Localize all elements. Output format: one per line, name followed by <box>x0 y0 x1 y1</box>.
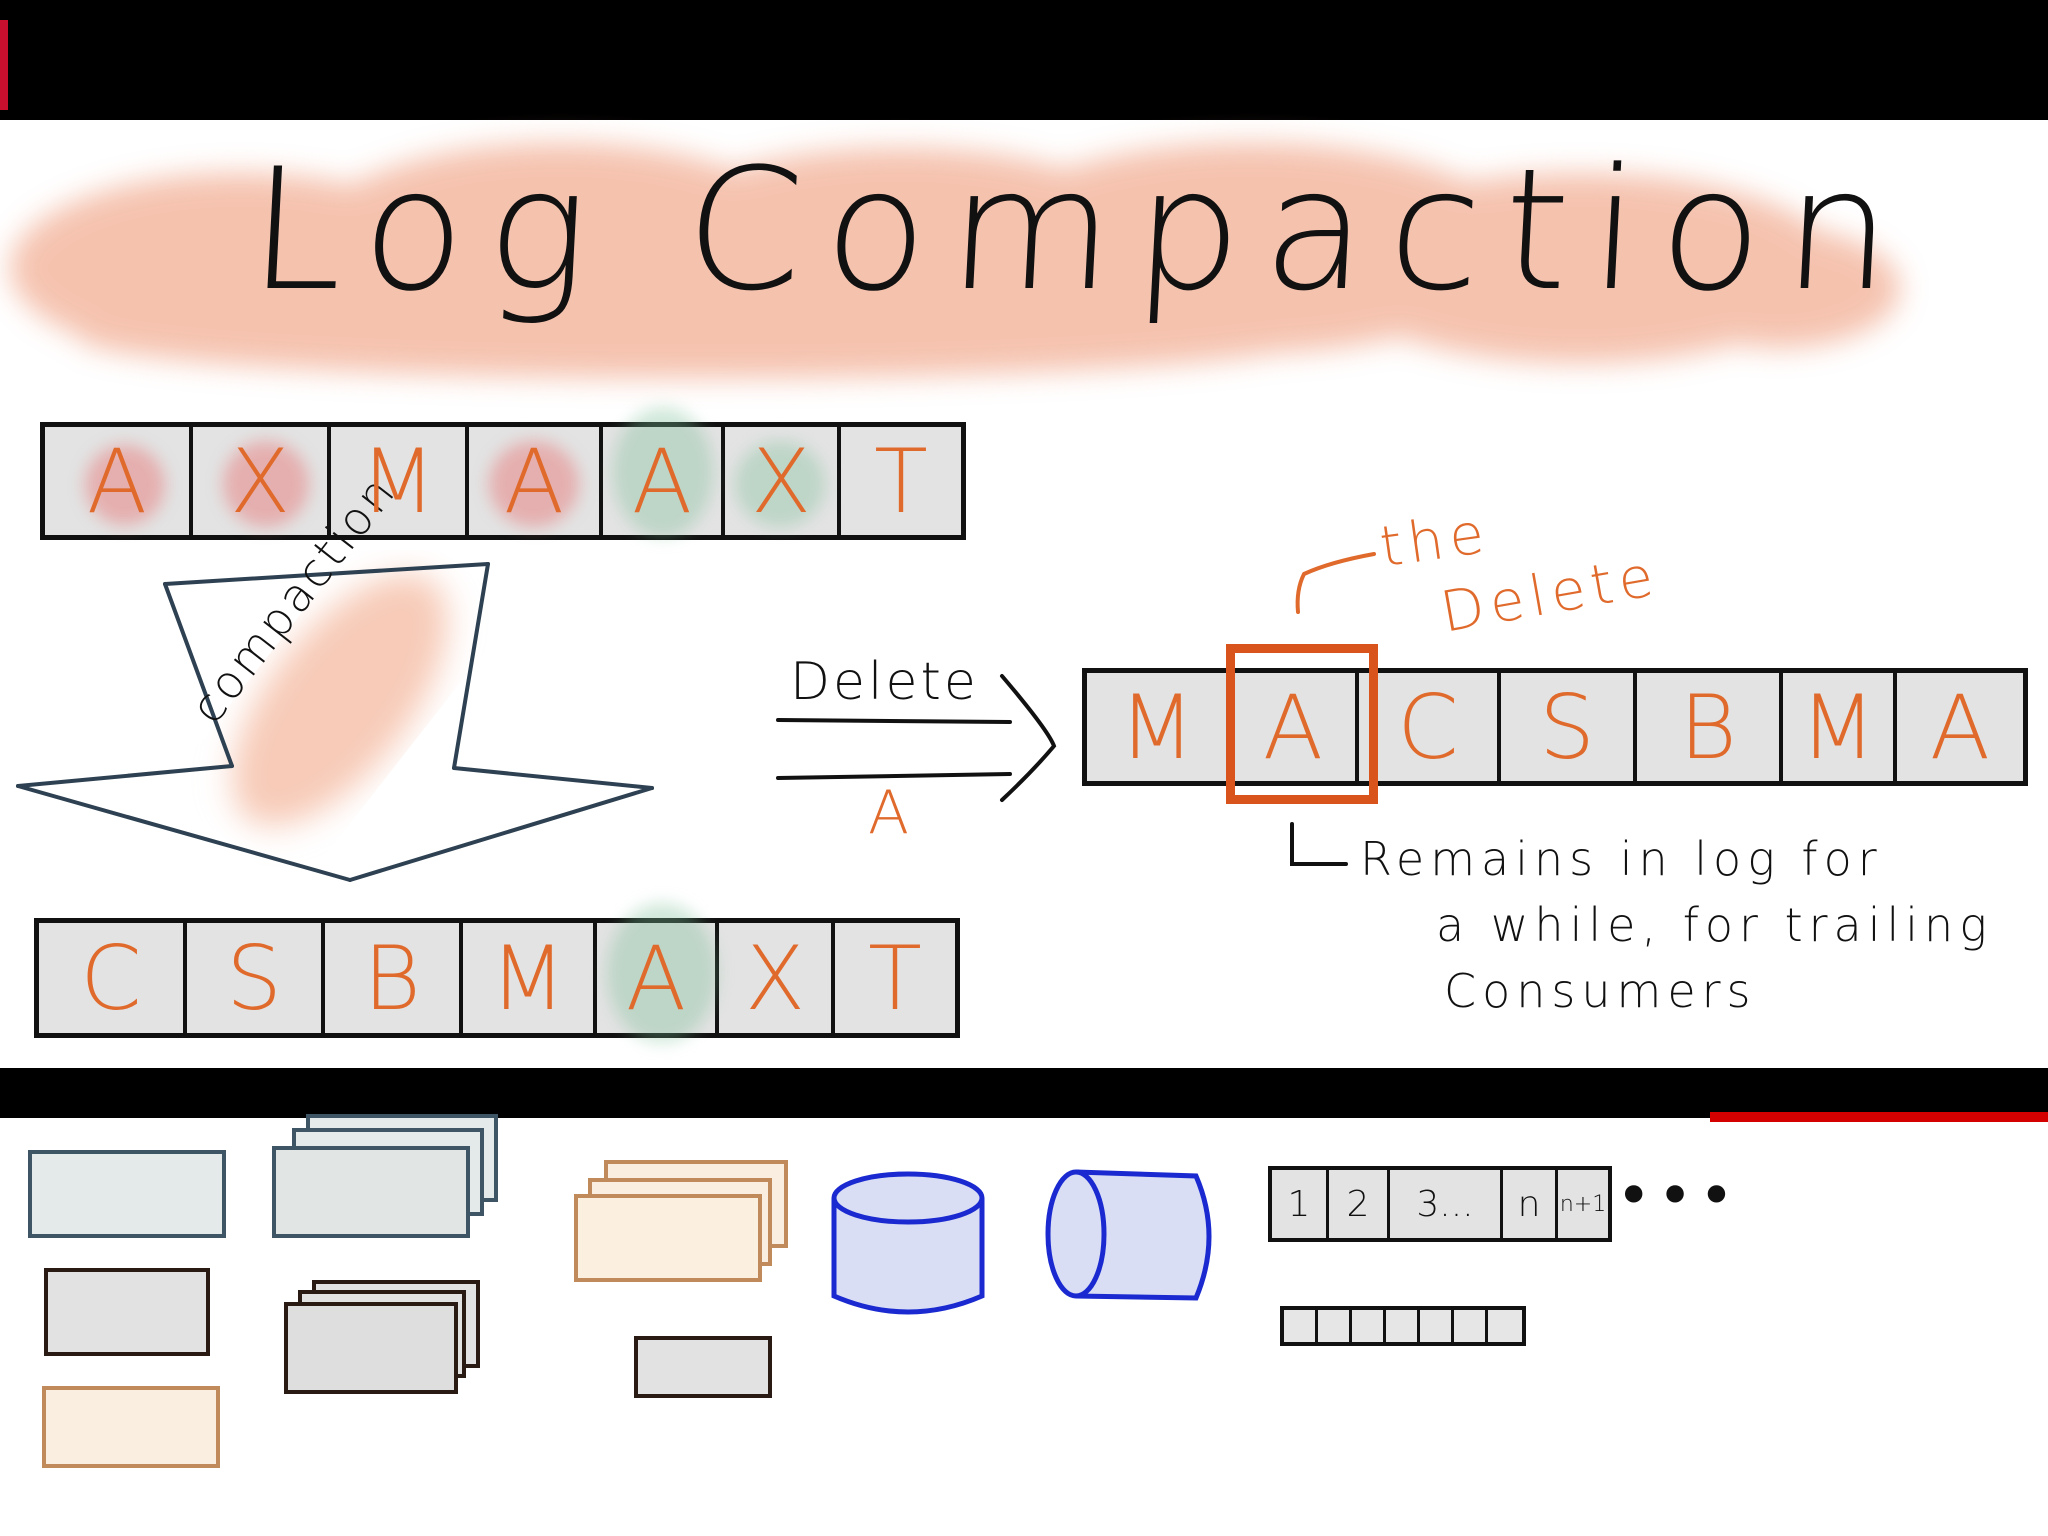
compaction-arrow <box>16 562 654 882</box>
palette-box-dark <box>44 1268 210 1356</box>
log-cell-label: A <box>1262 675 1324 779</box>
log-cell: A <box>469 427 603 535</box>
log-cell-label: C <box>80 926 142 1030</box>
palette-box-blue <box>28 1150 226 1238</box>
log-cell: X <box>725 427 841 535</box>
tiny-log-cell <box>1318 1310 1352 1342</box>
delete-label: Delete <box>790 652 979 712</box>
tiny-log-cell <box>1352 1310 1386 1342</box>
log-cell: M <box>463 923 597 1033</box>
tiny-log-cell <box>1420 1310 1454 1342</box>
log-cell-label: X <box>750 429 812 533</box>
log-after: C S B M A X T <box>34 903 960 1043</box>
top-bar <box>0 0 2048 120</box>
numbered-log: 1 2 3... n n+1 <box>1268 1166 1612 1242</box>
log-cell: C <box>1359 673 1501 781</box>
tiny-log-cell <box>1454 1310 1488 1342</box>
log-cell: S <box>187 923 325 1033</box>
numbered-log-cell: 3... <box>1390 1170 1503 1238</box>
numbered-log-cell: n+1 <box>1558 1170 1608 1238</box>
log-cell: A <box>1897 673 2023 781</box>
palette-stack-tan <box>574 1160 794 1282</box>
log-cell: S <box>1501 673 1637 781</box>
log-cell-label: A <box>86 429 148 533</box>
annotation-note: Remains in log for a while, for trailing… <box>1288 826 1993 1024</box>
log-cell: T <box>841 427 961 535</box>
annotation-line-3: Consumers <box>1444 964 1757 1018</box>
log-cell-label: A <box>1929 675 1991 779</box>
delete-arrow <box>776 674 1057 802</box>
log-cell-label: M <box>490 926 566 1030</box>
log-cell-label: S <box>226 926 282 1030</box>
log-cell-label: A <box>631 429 693 533</box>
log-cell-label: M <box>1119 675 1195 779</box>
log-cell: A <box>603 407 725 537</box>
log-cell: X <box>719 923 835 1033</box>
tiny-log <box>1280 1306 1526 1346</box>
numbered-log-cell: n <box>1503 1170 1558 1238</box>
numbered-log-label: n <box>1517 1183 1541 1225</box>
log-cell-label: C <box>1397 675 1459 779</box>
log-cell-label: A <box>625 926 687 1030</box>
numbered-log-label: 2 <box>1346 1183 1370 1225</box>
log-cell-highlighted: A <box>1231 673 1359 781</box>
log-cell-label: M <box>1800 675 1876 779</box>
log-cell: M <box>1087 673 1231 781</box>
tiny-log-cell <box>1386 1310 1420 1342</box>
log-cell: A <box>597 903 719 1043</box>
numbered-log-label: 1 <box>1287 1183 1311 1225</box>
log-cell: X <box>193 427 331 535</box>
log-cell: A <box>45 427 193 535</box>
tiny-log-cell <box>1488 1310 1522 1342</box>
log-with-delete: M A C S B M A <box>1082 668 2028 786</box>
log-cell-label: S <box>1539 675 1595 779</box>
log-before: A X M A A X T <box>40 407 966 540</box>
bottom-bar <box>0 1068 2048 1118</box>
numbered-log-label: 3... <box>1416 1183 1474 1225</box>
palette-stack-blue <box>272 1114 502 1238</box>
top-bar-accent <box>0 20 8 110</box>
queue-cylinder-icon <box>1045 1169 1212 1301</box>
log-cell: C <box>39 923 187 1033</box>
database-cylinder-icon <box>831 1171 985 1315</box>
log-cell-label: X <box>229 429 291 533</box>
log-cell: T <box>835 923 955 1033</box>
log-cell: M <box>331 427 469 535</box>
log-cell-label: B <box>1679 675 1737 779</box>
ellipsis-dots: ••• <box>1616 1161 1741 1231</box>
log-cell: M <box>1783 673 1897 781</box>
annotation-bracket-bottom <box>1290 822 1348 866</box>
log-cell-label: T <box>874 429 928 533</box>
tiny-log-cell <box>1284 1310 1318 1342</box>
page-title: Log Compaction <box>244 132 1919 328</box>
numbered-log-cell: 2 <box>1329 1170 1390 1238</box>
annotation-bracket-top <box>1295 552 1376 614</box>
numbered-log-label: n+1 <box>1559 1191 1607 1217</box>
delete-key-label: A <box>868 778 910 848</box>
log-cell-label: X <box>744 926 806 1030</box>
log-cell-label: B <box>363 926 421 1030</box>
log-cell: B <box>1637 673 1783 781</box>
numbered-log-cell: 1 <box>1272 1170 1329 1238</box>
log-cell: B <box>325 923 463 1033</box>
palette-box-tan <box>42 1386 220 1468</box>
palette-stack-dark <box>284 1280 484 1394</box>
log-cell-label: T <box>868 926 922 1030</box>
title-wash <box>10 143 1900 378</box>
annotation-line-1: Remains in log for <box>1360 832 1883 886</box>
log-cell-label: M <box>360 429 436 533</box>
annotation-the: the <box>1376 500 1494 581</box>
annotation-line-2: a while, for trailing <box>1436 898 1993 952</box>
bottom-bar-accent <box>1710 1112 2048 1122</box>
palette-box-small <box>634 1336 772 1398</box>
log-cell-label: A <box>503 429 565 533</box>
